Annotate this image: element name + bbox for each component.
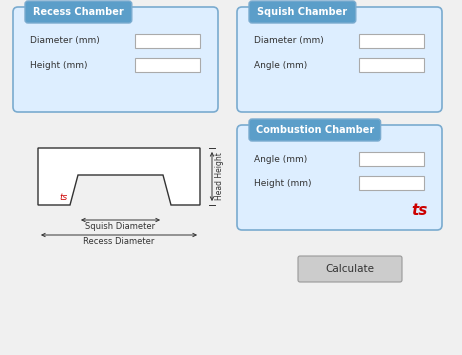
Text: Angle (mm): Angle (mm) <box>254 154 307 164</box>
Text: Recess Chamber: Recess Chamber <box>33 7 124 17</box>
FancyBboxPatch shape <box>359 58 424 72</box>
Text: Calculate: Calculate <box>326 264 375 274</box>
Text: Recess Diameter: Recess Diameter <box>83 237 155 246</box>
FancyBboxPatch shape <box>237 7 442 112</box>
Text: Squish Diameter: Squish Diameter <box>85 222 156 231</box>
FancyBboxPatch shape <box>359 34 424 48</box>
FancyBboxPatch shape <box>135 58 200 72</box>
Polygon shape <box>38 148 200 205</box>
FancyBboxPatch shape <box>249 119 381 141</box>
FancyBboxPatch shape <box>359 176 424 190</box>
Text: Angle (mm): Angle (mm) <box>254 60 307 70</box>
FancyBboxPatch shape <box>25 1 132 23</box>
FancyBboxPatch shape <box>359 152 424 166</box>
Text: Squish Chamber: Squish Chamber <box>257 7 347 17</box>
Text: ts: ts <box>60 193 68 202</box>
Text: Height (mm): Height (mm) <box>30 60 87 70</box>
FancyBboxPatch shape <box>237 125 442 230</box>
Text: Head Height: Head Height <box>215 153 224 201</box>
Text: Height (mm): Height (mm) <box>254 179 311 187</box>
Text: ts: ts <box>412 203 428 218</box>
FancyBboxPatch shape <box>298 256 402 282</box>
Text: Combustion Chamber: Combustion Chamber <box>255 125 374 135</box>
Text: Diameter (mm): Diameter (mm) <box>254 37 324 45</box>
FancyBboxPatch shape <box>135 34 200 48</box>
FancyBboxPatch shape <box>249 1 356 23</box>
Text: Diameter (mm): Diameter (mm) <box>30 37 100 45</box>
FancyBboxPatch shape <box>13 7 218 112</box>
